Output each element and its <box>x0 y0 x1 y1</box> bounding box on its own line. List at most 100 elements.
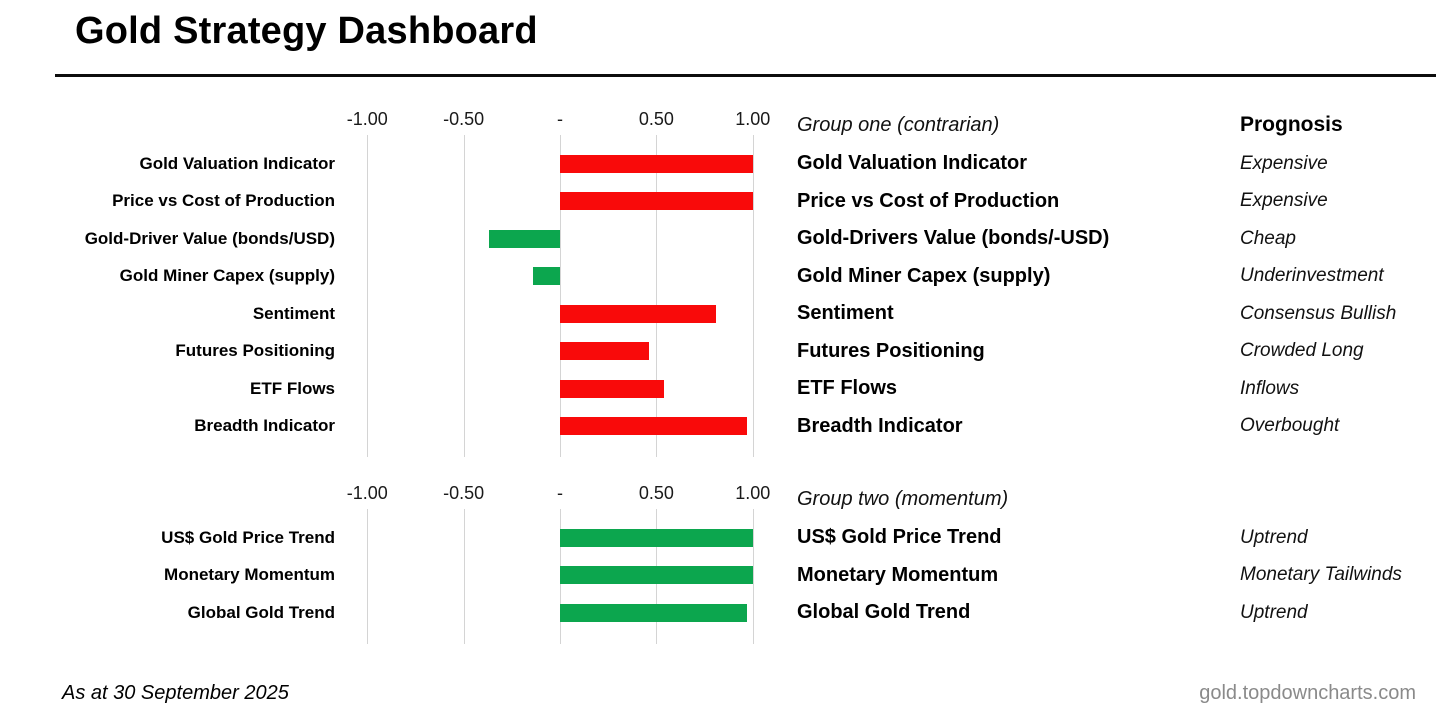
footer: As at 30 September 2025 gold.topdownchar… <box>62 682 1416 705</box>
bar-track <box>348 220 772 258</box>
gridline <box>367 135 369 457</box>
gridline <box>463 135 465 457</box>
prognosis-value: Uptrend <box>1240 526 1308 548</box>
prognosis-value: Inflows <box>1240 377 1300 399</box>
group-one-section: -1.00 -0.50-0.50 1.00 Gold Valuation Indic… <box>0 105 1456 457</box>
text-row: Monetary Tailwinds <box>1240 557 1456 595</box>
group-one-title: Group one (contrarian) <box>797 113 1000 136</box>
text-row: Breadth Indicator <box>797 408 1240 446</box>
as-at-date: As at 30 September 2025 <box>62 682 289 704</box>
category-label: Price vs Cost of Production <box>112 191 335 211</box>
text-row: US$ Gold Price Trend <box>797 519 1240 557</box>
category-label: US$ Gold Price Trend <box>161 527 335 547</box>
data-bar <box>560 603 747 622</box>
text-row: Gold Miner Capex (supply) <box>797 258 1240 296</box>
axis-tick-label: 1.00 <box>735 483 771 503</box>
chart-row: Futures Positioning <box>0 333 772 371</box>
group-two-bar-chart: -1.00 -0.50-0.50 1.00 US$ Gold Price Trend… <box>0 479 772 644</box>
text-row: Expensive <box>1240 145 1456 183</box>
text-row: Underinvestment <box>1240 258 1456 296</box>
bar-track <box>348 370 772 408</box>
text-row: Price vs Cost of Production <box>797 183 1240 221</box>
x-axis: -1.00 -0.50-0.50 1.00 <box>0 105 772 145</box>
chart-row: US$ Gold Price Trend <box>0 519 772 557</box>
indicator-name: ETF Flows <box>797 377 897 400</box>
axis-tick-label: -0.50 <box>443 483 485 503</box>
source-credit: gold.topdowncharts.com <box>1199 682 1416 704</box>
data-bar <box>560 528 753 547</box>
indicator-name: Futures Positioning <box>797 339 985 362</box>
prognosis-value: Cheap <box>1240 227 1296 249</box>
indicator-name-list: US$ Gold Price Trend Monetary Momentum Glo… <box>797 519 1240 632</box>
prognosis-header-spacer <box>1240 479 1456 519</box>
text-row: Sentiment <box>797 295 1240 333</box>
text-row: Global Gold Trend <box>797 594 1240 632</box>
group-one-names-column: Group one (contrarian) Gold Valuation In… <box>797 105 1240 445</box>
group-two-title: Group two (momentum) <box>797 487 1009 510</box>
indicator-name: Gold Miner Capex (supply) <box>797 264 1051 287</box>
bar-track <box>348 333 772 371</box>
chart-row: Global Gold Trend <box>0 594 772 632</box>
indicator-name-list: Gold Valuation Indicator Price vs Cost of… <box>797 145 1240 445</box>
indicator-name: Global Gold Trend <box>797 601 971 624</box>
axis-tick-label: 0.50 <box>638 109 674 129</box>
prognosis-list: Uptrend Monetary Tailwinds Uptrend <box>1240 519 1456 632</box>
gridline <box>752 135 754 457</box>
axis-tick-label: - <box>557 109 563 129</box>
chart-row: Price vs Cost of Production <box>0 183 772 221</box>
text-row: Overbought <box>1240 408 1456 446</box>
category-label: Gold Miner Capex (supply) <box>119 266 335 286</box>
data-bar <box>560 192 753 211</box>
data-bar <box>533 267 560 286</box>
chart-row: Gold Valuation Indicator <box>0 145 772 183</box>
chart-row: Gold Miner Capex (supply) <box>0 258 772 296</box>
bar-track <box>348 258 772 296</box>
bar-track <box>348 408 772 446</box>
data-bar <box>560 154 753 173</box>
text-row: Uptrend <box>1240 594 1456 632</box>
group-two-names-column: Group two (momentum) US$ Gold Price Tren… <box>797 479 1240 632</box>
page-title: Gold Strategy Dashboard <box>75 10 538 52</box>
prognosis-value: Underinvestment <box>1240 265 1384 287</box>
text-row: Crowded Long <box>1240 333 1456 371</box>
category-label: Sentiment <box>252 303 335 323</box>
gridline <box>752 509 754 644</box>
text-row: Monetary Momentum <box>797 557 1240 595</box>
axis-tick-label: -0.50 <box>443 109 485 129</box>
axis-tick-label: 1.00 <box>735 109 771 129</box>
gridline <box>367 509 369 644</box>
group-one-bar-chart: -1.00 -0.50-0.50 1.00 Gold Valuation Indic… <box>0 105 772 457</box>
bar-track <box>348 183 772 221</box>
text-row: Expensive <box>1240 183 1456 221</box>
category-label: Gold-Driver Value (bonds/USD) <box>84 228 335 248</box>
bar-rows: US$ Gold Price Trend Monetary Momentum Glo… <box>0 519 772 632</box>
prognosis-header: Prognosis <box>1240 113 1343 136</box>
axis-tick-label: -1.00 <box>346 109 388 129</box>
indicator-name: Sentiment <box>797 302 894 325</box>
text-row: Uptrend <box>1240 519 1456 557</box>
data-bar <box>560 379 665 398</box>
prognosis-value: Expensive <box>1240 190 1328 212</box>
data-bar <box>560 417 747 436</box>
plot-area: US$ Gold Price Trend Monetary Momentum Glo… <box>0 509 772 644</box>
text-row: Gold-Drivers Value (bonds/-USD) <box>797 220 1240 258</box>
category-label: Gold Valuation Indicator <box>139 153 335 173</box>
data-bar <box>560 566 753 585</box>
category-label: Monetary Momentum <box>164 565 335 585</box>
text-row: Futures Positioning <box>797 333 1240 371</box>
bar-track <box>348 145 772 183</box>
category-label: Futures Positioning <box>175 341 335 361</box>
prognosis-value: Monetary Tailwinds <box>1240 564 1402 586</box>
gridline <box>656 135 658 457</box>
bar-track <box>348 594 772 632</box>
category-label: Breadth Indicator <box>194 416 335 436</box>
data-bar <box>560 342 649 361</box>
text-row: Consensus Bullish <box>1240 295 1456 333</box>
gridline <box>463 509 465 644</box>
bar-track <box>348 519 772 557</box>
data-bar <box>488 229 560 248</box>
prognosis-value: Overbought <box>1240 415 1340 437</box>
indicator-name: Monetary Momentum <box>797 563 999 586</box>
dashboard: -1.00 -0.50-0.50 1.00 Gold Valuation Indic… <box>0 105 1456 644</box>
chart-row: Sentiment <box>0 295 772 333</box>
